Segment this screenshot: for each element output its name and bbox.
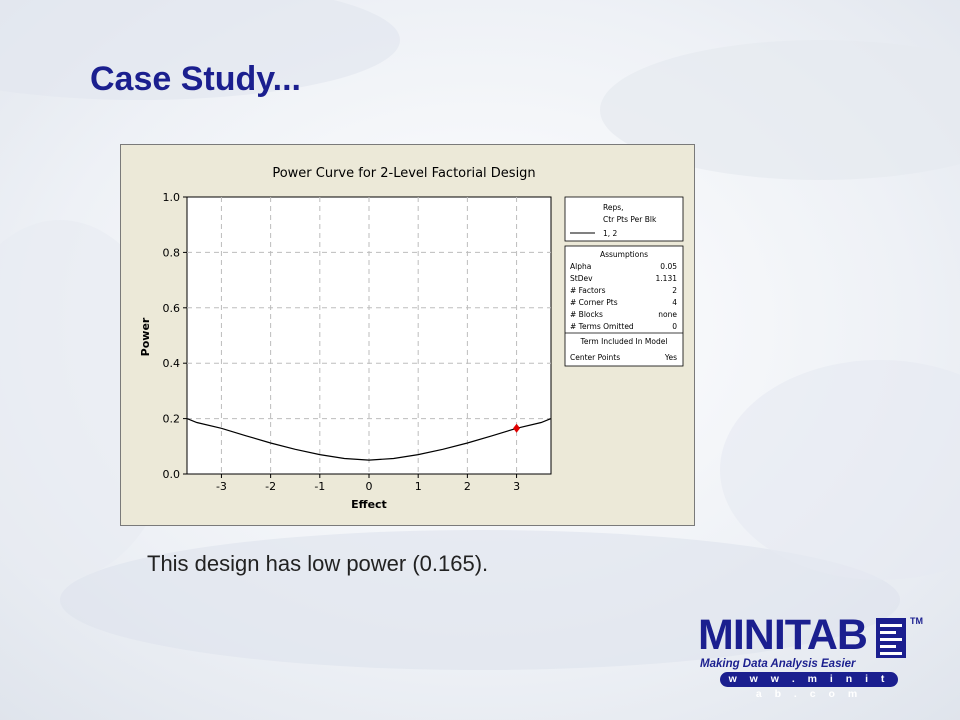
logo-url: w w w . m i n i t a b . c o m [720,672,898,700]
assumption-value: 0 [672,322,677,331]
tick-layer: -3 -2 -1 0 1 2 3 0.0 0.2 0.4 0.6 0.8 1.0 [163,191,521,493]
assumption-value: 4 [672,298,677,307]
legend-header-2: Ctr Pts Per Blk [603,215,657,224]
grid-layer [187,197,551,474]
minitab-logo: MINITAB TM Making Data Analysis Easier w… [698,611,923,700]
y-tick-label: 1.0 [163,191,181,204]
series-layer [186,418,552,461]
assumption-label: Alpha [570,262,591,271]
power-curve-chart: Power Curve for 2-Level Factorial Design… [120,144,695,526]
logo-mark-icon [876,618,906,658]
assumption-value: 0.05 [660,262,677,271]
assumption-label: # Blocks [570,310,603,319]
logo-trademark: TM [910,616,923,626]
x-tick-label: -2 [265,480,276,493]
assumption-label: # Corner Pts [570,298,618,307]
x-tick-label: -3 [216,480,227,493]
legend: Reps, Ctr Pts Per Blk 1, 2 [564,196,684,242]
highlight-point-marker [513,423,521,433]
slide-title: Case Study... [90,60,301,98]
x-tick-label: 0 [366,480,373,493]
assumption-label: # Factors [570,286,606,295]
term-value: Yes [664,353,677,362]
term-title: Term Included In Model [580,337,668,346]
legend-entry: 1, 2 [603,229,618,238]
y-tick-label: 0.8 [163,246,181,259]
y-tick-label: 0.4 [163,357,181,370]
assumption-rows: Alpha 0.05 StDev 1.131 # Factors 2 # Corner Pt… [570,262,677,331]
assumption-value: 1.131 [656,274,678,283]
x-tick-label: 2 [464,480,471,493]
x-tick-label: 1 [415,480,422,493]
chart-title: Power Curve for 2-Level Factorial Design [272,166,535,181]
chart-svg: Power Curve for 2-Level Factorial Design… [139,166,684,511]
y-tick-label: 0.2 [163,413,181,426]
slide-caption: This design has low power (0.165). [147,551,489,576]
assumptions-title: Assumptions [600,250,648,259]
x-tick-label: 3 [513,480,520,493]
term-label: Center Points [570,353,620,362]
assumption-label: StDev [570,274,593,283]
assumption-value: none [658,310,677,319]
x-axis-label: Effect [351,498,387,511]
y-tick-label: 0.0 [163,468,181,481]
y-tick-label: 0.6 [163,302,181,315]
x-tick-label: -1 [314,480,325,493]
logo-wordmark: MINITAB [698,611,868,659]
legend-header-1: Reps, [603,203,624,212]
assumptions-box: Assumptions Alpha 0.05 StDev 1.131 # Factors… [564,245,684,367]
logo-tagline: Making Data Analysis Easier [700,658,856,670]
assumption-value: 2 [672,286,677,295]
y-axis-label: Power [139,317,152,356]
assumption-label: # Terms Omitted [570,322,634,331]
power-curve-line [186,418,552,461]
